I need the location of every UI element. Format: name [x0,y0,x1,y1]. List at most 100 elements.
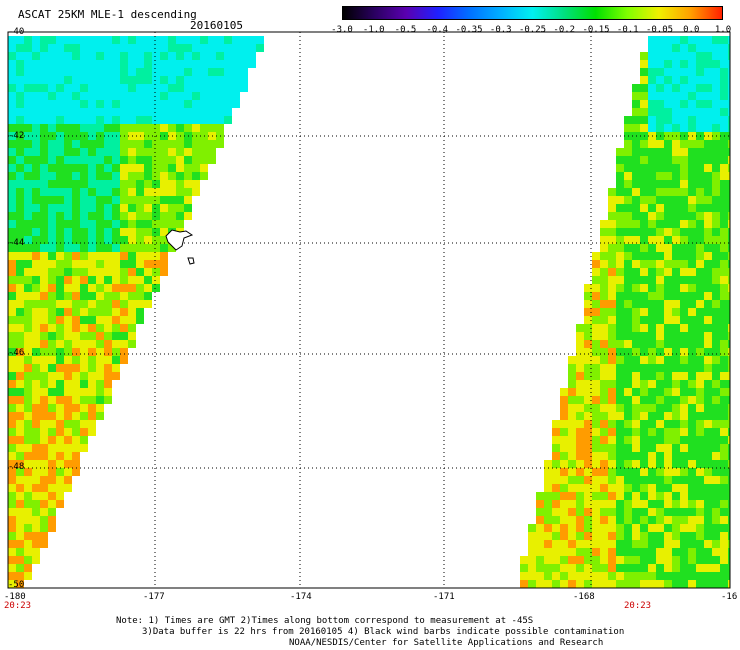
swath-cell [72,108,80,116]
swath-cell [8,532,16,540]
swath-cell [704,100,712,108]
swath-cell [680,220,688,228]
swath-cell [184,76,192,84]
swath-cell [704,308,712,316]
swath-cell [24,284,32,292]
swath-cell [576,452,584,460]
swath-cell [16,444,24,452]
swath-cell [712,372,720,380]
swath-cell [96,212,104,220]
swath-cell [664,348,672,356]
swath-cell [128,188,136,196]
swath-cell [168,140,176,148]
swath-cell [608,372,616,380]
swath-cell [688,508,696,516]
swath-cell [16,364,24,372]
swath-cell [240,76,248,84]
swath-cell [40,532,48,540]
swath-cell [624,484,632,492]
swath-cell [720,556,728,564]
swath-cell [600,324,608,332]
swath-cell [16,484,24,492]
swath-cell [56,44,64,52]
swath-cell [72,444,80,452]
swath-cell [664,436,672,444]
swath-cell [208,124,216,132]
swath-cell [64,292,72,300]
swath-cell [712,340,720,348]
swath-cell [656,180,664,188]
swath-cell [584,436,592,444]
swath-cell [728,524,730,532]
swath-cell [40,284,48,292]
swath-cell [16,84,24,92]
swath-cell [24,36,32,44]
swath-cell [664,36,672,44]
swath-cell [40,396,48,404]
swath-cell [32,300,40,308]
swath-cell [104,116,112,124]
swath-cell [128,84,136,92]
swath-cell [16,116,24,124]
swath-cell [728,428,730,436]
swath-cell [672,92,680,100]
swath-cell [632,524,640,532]
swath-cell [72,172,80,180]
swath-cell [232,100,240,108]
swath-cell [120,332,128,340]
swath-cell [112,116,120,124]
colorbar-tick-label: 0.0 [683,25,700,35]
swath-cell [40,428,48,436]
swath-cell [48,348,56,356]
swath-cell [704,36,712,44]
swath-cell [696,244,704,252]
swath-cell [120,228,128,236]
swath-cell [632,172,640,180]
swath-cell [72,76,80,84]
swath-cell [632,364,640,372]
swath-cell [80,172,88,180]
swath-cell [8,292,16,300]
swath-cell [128,36,136,44]
swath-cell [104,300,112,308]
swath-cell [56,332,64,340]
swath-cell [120,284,128,292]
swath-cell [112,340,120,348]
swath-cell [8,348,16,356]
swath-cell [648,412,656,420]
swath-cell [32,108,40,116]
swath-cell [16,204,24,212]
swath-cell [144,252,152,260]
swath-cell [80,308,88,316]
swath-cell [656,268,664,276]
swath-cell [544,516,552,524]
swath-cell [104,44,112,52]
swath-cell [680,468,688,476]
swath-cell [56,196,64,204]
swath-cell [64,396,72,404]
swath-cell [176,84,184,92]
swath-cell [712,188,720,196]
swath-cell [88,332,96,340]
swath-cell [48,148,56,156]
swath-cell [592,572,600,580]
swath-cell [640,540,648,548]
swath-cell [40,404,48,412]
swath-cell [624,228,632,236]
swath-cell [688,492,696,500]
swath-cell [600,292,608,300]
swath-cell [48,172,56,180]
swath-cell [648,316,656,324]
swath-cell [64,484,72,492]
swath-cell [704,196,712,204]
swath-cell [128,116,136,124]
swath-cell [720,284,728,292]
swath-cell [40,508,48,516]
swath-cell [632,284,640,292]
swath-cell [80,100,88,108]
swath-cell [696,124,704,132]
swath-cell [648,164,656,172]
swath-cell [112,108,120,116]
swath-cell [648,68,656,76]
